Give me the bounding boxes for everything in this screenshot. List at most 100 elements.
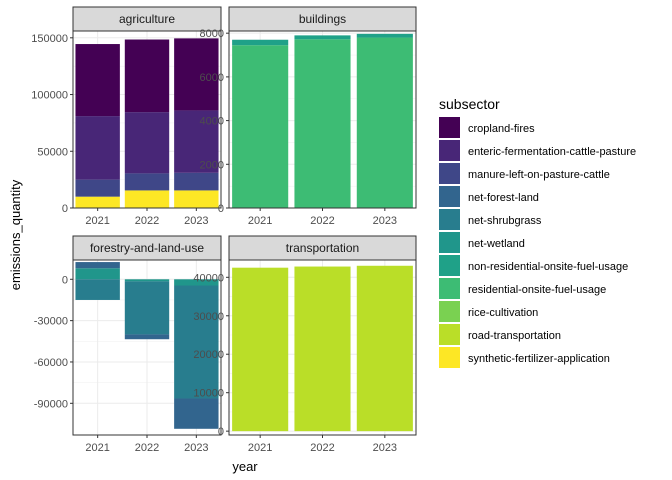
y-tick-label: 0 (62, 203, 68, 215)
legend-label-manure-left-on-pasture-cattle: manure-left-on-pasture-cattle (468, 169, 610, 181)
legend-label-residential-onsite-fuel-usage: residential-onsite-fuel-usage (468, 284, 606, 296)
x-tick-label: 2021 (85, 215, 109, 227)
panel-border (228, 259, 417, 436)
facet-strip-title: agriculture (119, 12, 175, 26)
x-tick-label: 2021 (85, 442, 109, 454)
y-tick-label: 2000 (200, 159, 224, 171)
legend: cropland-fires enteric-fermentation-cattl… (439, 117, 636, 368)
facet-panel-agriculture: agriculture 0 50000 100000 150000 2021 2022 202… (31, 6, 222, 227)
facet-strip (228, 235, 417, 261)
facet-strip-title: forestry-and-land-use (90, 241, 204, 255)
bar-net-forest-land-2022 (124, 334, 170, 340)
legend-label-net-forest-land: net-forest-land (468, 192, 539, 204)
facet-strip (228, 6, 417, 32)
panel-border (72, 259, 222, 436)
legend-title: subsector (439, 96, 500, 112)
y-tick-label: 8000 (200, 28, 224, 40)
bar-residential-onsite-fuel-usage-2022 (294, 39, 351, 208)
legend-label-rice-cultivation: rice-cultivation (468, 307, 538, 319)
y-tick-label: 40000 (193, 272, 224, 284)
x-tick-label: 2023 (184, 442, 208, 454)
legend-key-net-shrubgrass (439, 209, 460, 230)
facet-strip (72, 6, 222, 32)
bar-cropland-fires-2023 (174, 38, 219, 111)
y-tick-label: 30000 (193, 311, 224, 323)
y-tick-label: 20000 (193, 349, 224, 361)
bar-net-shrubgrass-2022 (124, 281, 170, 335)
y-tick-label: 150000 (31, 33, 68, 45)
bar-road-transportation-2022 (294, 266, 351, 432)
bar-residential-onsite-fuel-usage-2023 (356, 37, 413, 208)
bar-enteric-fermentation-cattle-pasture-2022 (124, 112, 170, 174)
legend-label-net-wetland: net-wetland (468, 238, 525, 250)
bar-cropland-fires-2022 (124, 39, 170, 113)
legend-key-cropland-fires (439, 117, 460, 138)
bar-manure-left-on-pasture-cattle-2021 (75, 179, 120, 197)
bar-manure-left-on-pasture-cattle-2023 (174, 172, 219, 191)
legend-key-road-transportation (439, 324, 460, 345)
bar-net-forest-land-2023 (174, 398, 219, 429)
y-tick-label: 100000 (31, 90, 68, 102)
bar-net-forest-land-2021 (75, 262, 120, 269)
bar-non-residential-onsite-fuel-usage-2021 (232, 39, 289, 46)
legend-key-enteric-fermentation-cattle-pasture (439, 140, 460, 161)
bar-net-wetland-2023 (174, 279, 219, 286)
legend-key-residential-onsite-fuel-usage (439, 278, 460, 299)
facet-panel-forestry-and-land-use: forestry-and-land-use 0 -30000 -60000 -90000… (34, 235, 222, 454)
x-tick-label: 2021 (248, 215, 272, 227)
legend-label-cropland-fires: cropland-fires (468, 123, 535, 135)
y-axis-title: emissions_quantity (8, 179, 23, 290)
bar-net-wetland-2022 (124, 279, 170, 282)
x-tick-label: 2023 (373, 215, 397, 227)
y-tick-label: 4000 (200, 116, 224, 128)
bar-enteric-fermentation-cattle-pasture-2023 (174, 110, 219, 173)
legend-key-net-forest-land (439, 186, 460, 207)
x-tick-label: 2022 (310, 215, 334, 227)
bar-road-transportation-2021 (232, 267, 289, 432)
panel-border (72, 30, 222, 209)
legend-key-rice-cultivation (439, 301, 460, 322)
x-tick-label: 2022 (135, 442, 159, 454)
legend-key-manure-left-on-pasture-cattle (439, 163, 460, 184)
y-tick-label: 6000 (200, 72, 224, 84)
y-tick-label: 10000 (193, 388, 224, 400)
legend-label-synthetic-fertilizer-application: synthetic-fertilizer-application (468, 353, 610, 365)
y-tick-label: -90000 (34, 398, 68, 410)
legend-label-net-shrubgrass: net-shrubgrass (468, 215, 542, 227)
bar-net-shrubgrass-2021 (75, 279, 120, 300)
legend-label-non-residential-onsite-fuel-usage: non-residential-onsite-fuel-usage (468, 261, 628, 273)
y-tick-label: 0 (62, 274, 68, 286)
bar-synthetic-fertilizer-application-2021 (75, 196, 120, 208)
facet-panel-buildings: buildings 0 2000 4000 6000 8000 2021 2022 2023 (200, 6, 417, 227)
bar-cropland-fires-2021 (75, 44, 120, 117)
x-tick-label: 2023 (373, 442, 397, 454)
bar-net-wetland-2021 (75, 268, 120, 280)
panel-border (228, 30, 417, 209)
y-tick-label: -60000 (34, 357, 68, 369)
legend-label-road-transportation: road-transportation (468, 330, 561, 342)
legend-key-non-residential-onsite-fuel-usage (439, 255, 460, 276)
legend-label-enteric-fermentation-cattle-pasture: enteric-fermentation-cattle-pasture (468, 146, 636, 158)
bar-synthetic-fertilizer-application-2022 (124, 190, 170, 208)
y-tick-label: 50000 (37, 146, 68, 158)
facet-panel-transportation: transportation 0 10000 20000 30000 40000 2021 2… (193, 235, 417, 454)
x-tick-label: 2023 (184, 215, 208, 227)
y-tick-label: 0 (218, 203, 224, 215)
bar-non-residential-onsite-fuel-usage-2023 (356, 33, 413, 38)
facet-strip-title: buildings (299, 12, 346, 26)
x-tick-label: 2022 (135, 215, 159, 227)
legend-key-net-wetland (439, 232, 460, 253)
bar-synthetic-fertilizer-application-2023 (174, 190, 219, 208)
y-tick-label: -30000 (34, 316, 68, 328)
x-tick-label: 2021 (248, 442, 272, 454)
y-tick-label: 0 (218, 426, 224, 438)
legend-key-synthetic-fertilizer-application (439, 347, 460, 368)
x-axis-title: year (232, 459, 258, 474)
bar-road-transportation-2023 (356, 265, 413, 432)
bar-residential-onsite-fuel-usage-2021 (232, 45, 289, 208)
x-tick-label: 2022 (310, 442, 334, 454)
bar-net-shrubgrass-2023 (174, 285, 219, 399)
facet-strip-title: transportation (286, 241, 359, 255)
